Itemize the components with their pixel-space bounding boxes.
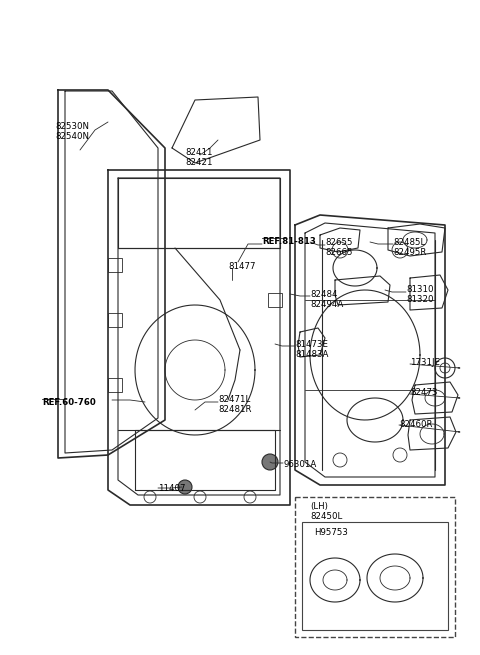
Text: 96301A: 96301A bbox=[283, 460, 316, 469]
Text: 82655
82665: 82655 82665 bbox=[325, 238, 352, 257]
Text: 82460R: 82460R bbox=[399, 420, 432, 429]
Text: 82411
82421: 82411 82421 bbox=[185, 148, 213, 168]
Text: 81473E
81483A: 81473E 81483A bbox=[295, 340, 328, 360]
Text: 82473: 82473 bbox=[410, 388, 437, 397]
Text: 82485L
82495R: 82485L 82495R bbox=[393, 238, 426, 257]
Bar bbox=[108, 378, 122, 392]
Bar bbox=[268, 293, 282, 307]
Text: REF.60-760: REF.60-760 bbox=[42, 398, 96, 407]
Bar bbox=[108, 258, 122, 272]
Text: (LH)
82450L: (LH) 82450L bbox=[310, 502, 342, 521]
Text: 82471L
82481R: 82471L 82481R bbox=[218, 395, 252, 415]
Text: 82484
82494A: 82484 82494A bbox=[310, 290, 343, 309]
Bar bbox=[302, 522, 448, 630]
Bar bbox=[295, 497, 455, 637]
Bar bbox=[108, 313, 122, 327]
Text: H95753: H95753 bbox=[314, 528, 348, 537]
Text: 82530N
82540N: 82530N 82540N bbox=[55, 122, 89, 141]
Text: 11407: 11407 bbox=[158, 484, 185, 493]
Text: 81477: 81477 bbox=[228, 262, 255, 271]
Circle shape bbox=[262, 454, 278, 470]
Text: 1731JE: 1731JE bbox=[410, 358, 440, 367]
Text: REF.81-813: REF.81-813 bbox=[262, 237, 316, 246]
Circle shape bbox=[178, 480, 192, 494]
Text: 81310
81320: 81310 81320 bbox=[406, 285, 433, 305]
